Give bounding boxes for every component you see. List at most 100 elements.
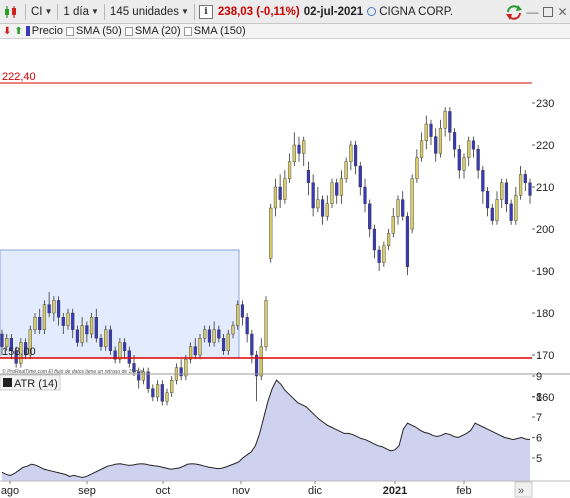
candle-body <box>292 144 296 162</box>
candle-body <box>377 249 381 263</box>
candle-body <box>193 346 197 356</box>
candle-body <box>231 325 235 335</box>
candle-body <box>368 203 372 230</box>
chevron-down-icon: ▼ <box>44 7 53 16</box>
candle-body <box>212 329 216 343</box>
candle-body <box>188 346 193 360</box>
minimize-button[interactable]: — <box>525 4 540 19</box>
price-tick-label: 200 <box>536 224 554 236</box>
symbol-label: CI <box>31 5 43 18</box>
refresh-icon <box>506 4 522 20</box>
price-tick-label: 160 <box>536 392 554 404</box>
candle-body <box>471 140 476 150</box>
candle-body <box>457 148 461 171</box>
candle-body <box>80 325 84 343</box>
info-button[interactable]: i <box>196 0 216 24</box>
main-toolbar: CI ▼ 1 día ▼ 145 unidades ▼ i 238,03 (-0… <box>0 0 570 24</box>
candle-body <box>452 132 457 150</box>
candle-body <box>141 371 146 381</box>
atr-tick-label: 7 <box>536 412 542 424</box>
units-selector[interactable]: 145 unidades ▼ <box>106 0 193 24</box>
candle-body <box>245 317 249 335</box>
candle-body <box>146 371 150 389</box>
close-button[interactable]: ✕ <box>555 4 570 19</box>
atr-color-swatch <box>3 378 12 387</box>
maximize-button[interactable] <box>540 4 555 19</box>
legend-item-sma150[interactable]: SMA (150) <box>183 25 246 37</box>
checkbox-icon <box>183 26 192 36</box>
refresh-button[interactable] <box>503 0 525 24</box>
units-label: 145 unidades <box>109 5 179 18</box>
circle-icon <box>367 7 377 16</box>
candle-body <box>122 342 127 351</box>
candle-body <box>198 338 202 356</box>
time-axis-label: feb <box>456 485 471 497</box>
candle-body <box>481 169 485 192</box>
price-line-label-158: 158,00 <box>2 346 36 358</box>
atr-legend-box[interactable] <box>0 374 61 391</box>
candle-body <box>14 350 18 364</box>
scroll-right-button[interactable] <box>514 481 533 498</box>
candle-body <box>283 178 287 200</box>
candle-body <box>28 329 32 356</box>
quote-date: 02-jul-2021 <box>302 0 365 24</box>
legend-item-sma20[interactable]: SMA (20) <box>124 25 181 37</box>
candle-body <box>137 371 141 381</box>
chevron-down-icon: ▼ <box>180 7 189 16</box>
atr-tick-label: 9 <box>536 371 542 383</box>
candle-body <box>330 182 334 205</box>
candle-body <box>316 199 320 209</box>
price-tick-label: 210 <box>536 182 554 194</box>
candle-body <box>89 317 94 335</box>
timeframe-selector[interactable]: 1 día ▼ <box>59 0 103 24</box>
candlestick-series <box>0 107 532 406</box>
legend-item-sma50[interactable]: SMA (50) <box>65 25 122 37</box>
price-tick-label: 220 <box>536 140 554 152</box>
candle-body <box>99 338 103 347</box>
candle-body <box>339 178 344 196</box>
instrument-name-label: CIGNA CORP. <box>379 5 454 18</box>
candle-body <box>396 199 400 217</box>
arrow-up-button[interactable]: ⬆ <box>14 26 22 37</box>
candle-body <box>509 203 513 221</box>
price-chart[interactable]: 222,40 158,00 © ProRealTime.com El flujo… <box>0 39 570 498</box>
time-axis-label: dic <box>308 485 323 497</box>
candle-body <box>66 312 70 326</box>
candlestick-icon <box>5 5 16 18</box>
candle-body <box>325 203 329 217</box>
candle-body <box>382 245 386 263</box>
arrow-down-button[interactable]: ⬇ <box>3 26 11 37</box>
indicator-legend: ⬇ ⬆ Precio SMA (50) SMA (20) SMA (150) <box>0 24 570 39</box>
candle-body <box>306 169 311 183</box>
price-axis-background <box>532 39 570 372</box>
candle-body <box>429 123 433 137</box>
candle-body <box>71 312 75 330</box>
candle-body <box>287 161 292 179</box>
copyright-notice: © ProRealTime.com El flujo de datos tien… <box>2 368 144 375</box>
candle-body <box>9 338 14 352</box>
candle-body <box>170 380 174 394</box>
candle-body <box>523 174 527 183</box>
candle-body <box>434 136 438 154</box>
symbol-selector[interactable]: CI ▼ <box>27 0 56 24</box>
candle-body <box>23 342 28 356</box>
arrow-up-icon: ⬆ <box>14 25 23 37</box>
price-tick-label: 230 <box>536 98 554 110</box>
legend-label: SMA (50) <box>75 25 122 37</box>
candle-body <box>448 111 452 133</box>
candle-body <box>410 178 414 230</box>
candle-body <box>165 392 169 402</box>
candle-body <box>5 338 9 347</box>
candle-body <box>311 182 315 209</box>
price-tick-label: 170 <box>536 350 554 362</box>
candle-body <box>495 199 499 221</box>
toolbar-separator <box>57 3 59 20</box>
chart-type-button[interactable] <box>0 0 24 24</box>
candle-body <box>518 174 523 196</box>
toolbar-separator <box>25 3 26 20</box>
legend-label: Precio <box>31 25 63 37</box>
candle-body <box>85 325 89 335</box>
quote-date-value: 02-jul-2021 <box>303 5 364 18</box>
candle-body <box>264 300 268 347</box>
legend-item-price[interactable]: Precio <box>25 25 63 37</box>
